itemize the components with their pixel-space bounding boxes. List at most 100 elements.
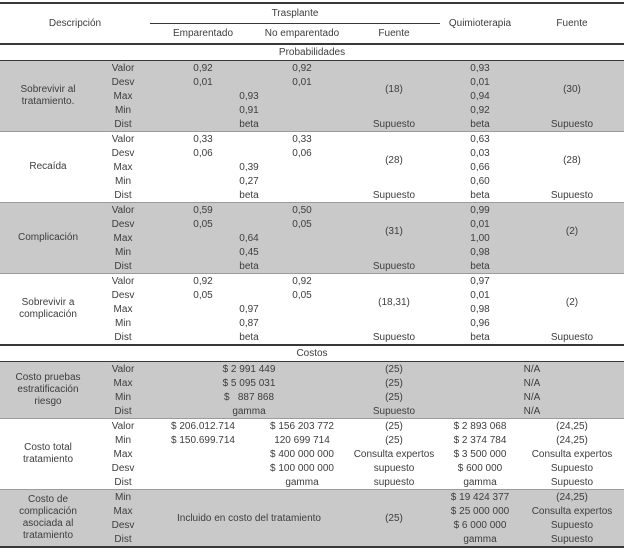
row-label: Valor [96, 273, 150, 288]
source-cell: Consulta expertos [353, 448, 435, 460]
row-label: Max [96, 89, 150, 103]
value-cell [150, 447, 256, 461]
value-cell: 0,97 [239, 303, 259, 315]
value-cell: 0,99 [440, 202, 520, 217]
value-cell: 0,05 [256, 217, 348, 231]
row-label: Valor [96, 202, 150, 217]
value-cell: 0,27 [239, 175, 259, 187]
value-cell: beta [440, 117, 520, 132]
row-label: Max [96, 376, 150, 390]
value-cell: 0,01 [440, 75, 520, 89]
value-cell: $ 6 000 000 [440, 518, 520, 532]
value-cell: 0,05 [292, 289, 312, 301]
value-cell: 0,94 [440, 89, 520, 103]
source-cell: Supuesto [372, 189, 416, 201]
value-cell: 0,01 [470, 289, 490, 301]
row-label: Dist [96, 532, 150, 547]
source-cell: Supuesto [348, 117, 440, 132]
value-cell: 0,05 [150, 217, 256, 231]
value-cell: gamma [440, 532, 520, 547]
section-label-costos: Costos [0, 344, 624, 362]
row-label: Valor [96, 418, 150, 433]
value-cell: 0,92 [150, 273, 256, 288]
source-cell: (24,25) [520, 418, 624, 433]
source-cell: Supuesto [550, 462, 594, 474]
value-cell: $ 2 893 068 [440, 418, 520, 433]
value-cell: 0,64 [150, 231, 348, 245]
group-label: Complicación [0, 202, 96, 274]
source-cell: (25) [385, 434, 403, 446]
source-cell: (25) [348, 390, 440, 404]
source-cell: (28) [520, 131, 624, 188]
source-cell: Consulta expertos [531, 448, 613, 460]
value-cell: 0,01 [440, 217, 520, 231]
source-cell: Supuesto [520, 532, 624, 547]
value-cell: 0,98 [470, 303, 490, 315]
group-label: Sobrevivir a complicación [0, 273, 96, 345]
group-label: Costo de complicación asociada al tratam… [0, 489, 96, 547]
row-label: Desv [111, 462, 135, 474]
source-cell: Supuesto [550, 476, 594, 488]
source-cell: Supuesto [372, 331, 416, 343]
col-header-fuente-trasplante: Fuente [348, 23, 440, 45]
row-label: Desv [96, 217, 150, 231]
value-cell: beta [470, 189, 490, 201]
row-label: Desv [111, 147, 135, 159]
value-cell: Incluido en costo del tratamiento [150, 489, 348, 547]
row-label: Min [96, 489, 150, 504]
source-cell: (24,25) [520, 489, 624, 504]
row-label: Desv [111, 289, 135, 301]
source-cell: supuesto [373, 476, 415, 488]
parameters-table: Descripción Trasplante Quimioterapia Fue… [0, 2, 624, 548]
value-cell: $ 156 203 772 [256, 418, 348, 433]
value-cell: 0,97 [440, 273, 520, 288]
value-cell: 0,03 [470, 147, 490, 159]
value-cell: $ 600 000 [457, 462, 503, 474]
col-header-fuente: Fuente [520, 3, 624, 45]
row-label: Valor [96, 361, 150, 376]
value-cell: 0,01 [256, 75, 348, 89]
value-cell: gamma [463, 476, 497, 488]
source-cell: (25) [348, 489, 440, 547]
row-label: Min [96, 103, 150, 117]
row-label: Max [113, 303, 133, 315]
row-label: Desv [96, 518, 150, 532]
source-cell: Supuesto [348, 404, 440, 419]
value-cell: 0,33 [150, 131, 256, 146]
source-cell [520, 259, 624, 274]
row-label: Min [96, 390, 150, 404]
value-cell: 0,91 [150, 103, 348, 117]
value-cell: beta [150, 259, 348, 274]
value-cell: beta [470, 331, 490, 343]
value-cell: 0,33 [256, 131, 348, 146]
group-label: Costo total tratamiento [0, 418, 96, 490]
value-cell: 0,63 [440, 131, 520, 146]
value-cell: $ 3 500 000 [453, 448, 507, 460]
col-header-no-emparentado: No emparentado [256, 23, 348, 45]
row-label: Valor [96, 60, 150, 75]
value-cell: 0,60 [470, 175, 490, 187]
value-cell: 1,00 [440, 231, 520, 245]
value-cell: 0,96 [470, 317, 490, 329]
value-cell: $ 2 991 449 [150, 361, 348, 376]
value-cell: $ 887 868 [150, 390, 348, 404]
row-label: Max [113, 448, 133, 460]
value-cell: 0,50 [256, 202, 348, 217]
source-cell: (25) [348, 376, 440, 390]
group-label: Sobrevivir al tratamiento. [0, 60, 96, 132]
value-cell: $ 5 095 031 [150, 376, 348, 390]
row-label: Valor [96, 131, 150, 146]
row-label: Max [96, 504, 150, 518]
row-label: Dist [96, 259, 150, 274]
source-cell: (18,31) [348, 273, 440, 330]
col-header-emparentado: Emparentado [150, 23, 256, 45]
col-header-trasplante: Trasplante [150, 3, 440, 24]
row-label: Desv [96, 75, 150, 89]
row-label: Min [114, 317, 132, 329]
source-cell: Supuesto [520, 117, 624, 132]
col-header-descripcion: Descripción [0, 3, 150, 45]
col-header-quimioterapia: Quimioterapia [440, 3, 520, 45]
value-cell: $ 100 000 000 [270, 462, 334, 474]
row-label: Dist [96, 117, 150, 132]
